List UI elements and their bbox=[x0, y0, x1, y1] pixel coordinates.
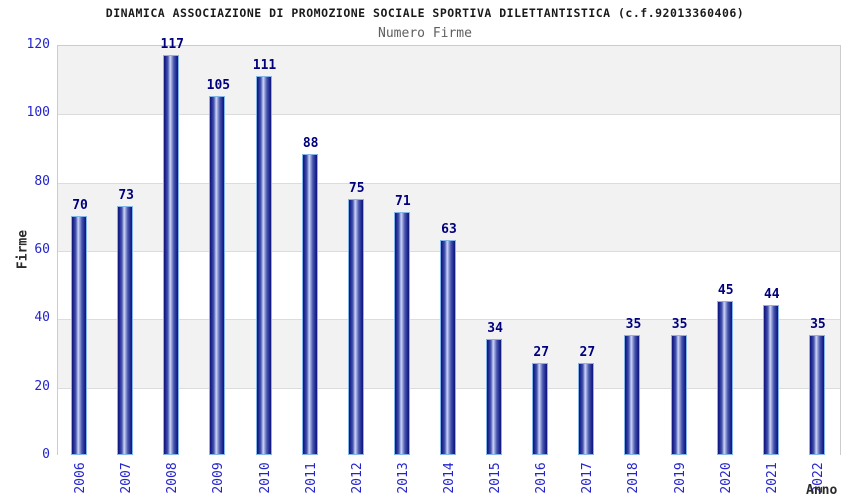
y-tick-label-100: 100 bbox=[26, 105, 50, 121]
y-tick-label-120: 120 bbox=[26, 37, 50, 52]
bar-2019 bbox=[670, 335, 687, 455]
bar-value-label-2020: 45 bbox=[717, 283, 734, 299]
y-tick-label-80: 80 bbox=[34, 173, 50, 189]
bar-value-label-2011: 88 bbox=[302, 136, 319, 152]
bar-2013 bbox=[393, 212, 410, 455]
y-tick-label-60: 60 bbox=[34, 242, 50, 257]
bar-value-label-2012: 75 bbox=[348, 180, 365, 196]
bar-2020 bbox=[716, 301, 733, 455]
bar-2010 bbox=[255, 75, 272, 455]
bar-2021 bbox=[762, 304, 779, 455]
chart-title: DINAMICA ASSOCIAZIONE DI PROMOZIONE SOCI… bbox=[105, 6, 745, 20]
x-tick-label-2014: 2014 bbox=[442, 462, 457, 494]
bar-2022 bbox=[808, 335, 825, 455]
y-tick-label-40: 40 bbox=[34, 310, 50, 326]
x-tick-label-2008: 2008 bbox=[165, 462, 181, 494]
x-tick-label-2010: 2010 bbox=[257, 462, 273, 494]
x-tick-label-2011: 2011 bbox=[303, 462, 319, 494]
bar-2015 bbox=[486, 338, 503, 455]
bar-value-label-2014: 63 bbox=[441, 221, 457, 237]
x-tick-label-2020: 2020 bbox=[718, 462, 734, 494]
bar-value-label-2021: 44 bbox=[763, 286, 780, 302]
x-tick-label-2019: 2019 bbox=[672, 462, 688, 494]
plot-band bbox=[58, 46, 840, 115]
bar-value-label-2009: 105 bbox=[206, 78, 231, 94]
bar-value-label-2015: 34 bbox=[487, 320, 503, 336]
y-tick-label-20: 20 bbox=[34, 378, 50, 394]
x-tick-label-2012: 2012 bbox=[349, 462, 365, 494]
x-axis-title: Anno bbox=[806, 483, 838, 498]
bar-value-label-2018: 35 bbox=[625, 317, 642, 333]
bar-2007 bbox=[117, 205, 134, 455]
x-tick-label-2018: 2018 bbox=[626, 462, 642, 494]
bar-2018 bbox=[624, 335, 641, 455]
bar-value-label-2007: 73 bbox=[118, 187, 134, 203]
bar-value-label-2022: 35 bbox=[810, 317, 826, 333]
bar-value-label-2019: 35 bbox=[671, 317, 688, 333]
y-tick-label-0: 0 bbox=[42, 447, 50, 462]
bar-value-label-2016: 27 bbox=[533, 344, 550, 360]
bar-2016 bbox=[532, 362, 549, 455]
chart-subtitle: Numero Firme bbox=[378, 26, 472, 41]
x-tick-label-2009: 2009 bbox=[211, 462, 227, 494]
x-tick-label-2015: 2015 bbox=[488, 462, 504, 494]
bar-2008 bbox=[163, 55, 180, 455]
gridline-y-100 bbox=[58, 114, 840, 116]
bar-value-label-2013: 71 bbox=[395, 194, 411, 210]
bar-2017 bbox=[578, 362, 595, 455]
x-tick-label-2007: 2007 bbox=[119, 462, 135, 494]
bar-2014 bbox=[440, 239, 456, 455]
x-tick-label-2013: 2013 bbox=[395, 462, 411, 494]
x-tick-label-2006: 2006 bbox=[73, 462, 89, 494]
gridline-y-80 bbox=[58, 182, 840, 184]
x-tick-label-2017: 2017 bbox=[580, 462, 596, 494]
bar-2006 bbox=[71, 215, 88, 455]
bar-value-label-2010: 111 bbox=[252, 57, 277, 73]
plot-band bbox=[58, 114, 840, 183]
bar-value-label-2006: 70 bbox=[72, 197, 88, 213]
x-tick-label-2021: 2021 bbox=[764, 462, 780, 494]
bar-value-label-2017: 27 bbox=[579, 344, 596, 360]
bar-2011 bbox=[301, 154, 318, 455]
plot-band bbox=[58, 182, 840, 251]
bar-2009 bbox=[209, 96, 226, 455]
x-tick-label-2016: 2016 bbox=[534, 462, 550, 494]
y-axis-title: Firme bbox=[15, 229, 31, 270]
bar-2012 bbox=[347, 198, 364, 455]
bar-value-label-2008: 117 bbox=[160, 37, 185, 53]
